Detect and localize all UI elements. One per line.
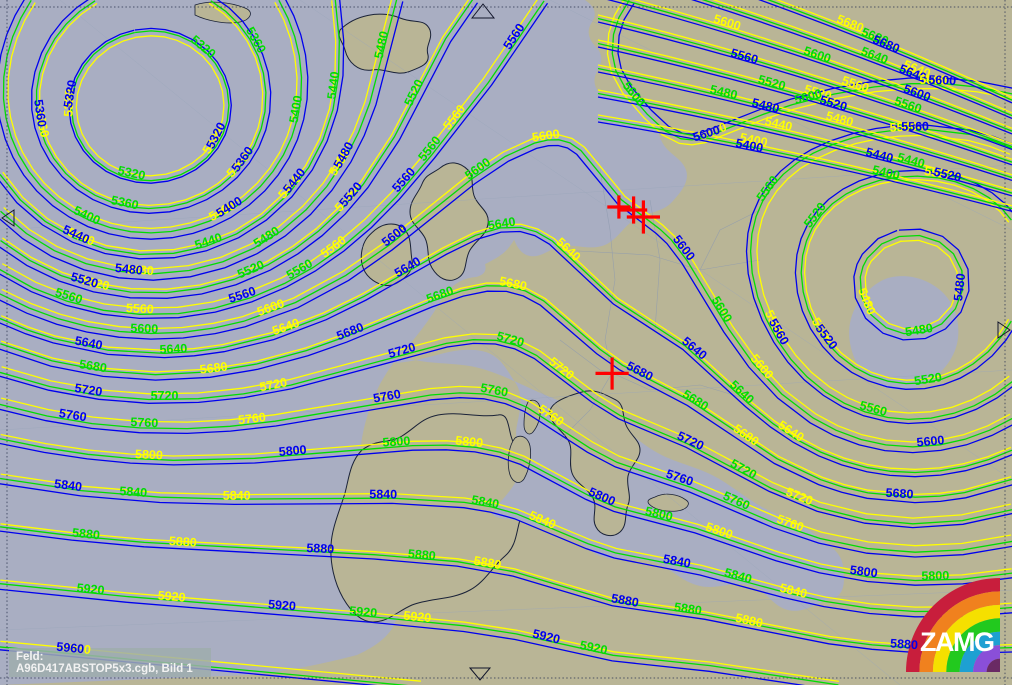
svg-text:5920: 5920 <box>349 604 378 620</box>
svg-text:5840: 5840 <box>119 484 148 500</box>
svg-text:5680: 5680 <box>885 486 914 502</box>
svg-text:5800: 5800 <box>382 434 411 450</box>
svg-text:5640: 5640 <box>159 341 187 356</box>
svg-text:5760: 5760 <box>130 415 158 430</box>
svg-text:5920: 5920 <box>403 609 432 626</box>
svg-text:Feld:: Feld: <box>16 651 43 663</box>
svg-text:5800: 5800 <box>921 569 949 583</box>
svg-text:5800: 5800 <box>455 433 484 450</box>
svg-text:5920: 5920 <box>268 597 297 613</box>
svg-text:5720: 5720 <box>151 389 179 403</box>
svg-text:5560: 5560 <box>126 301 154 316</box>
svg-text:5920: 5920 <box>76 581 105 598</box>
svg-text:5840: 5840 <box>369 487 397 501</box>
svg-text:5880: 5880 <box>306 541 334 556</box>
svg-text:5880: 5880 <box>71 526 100 543</box>
svg-text:5560: 5560 <box>901 119 929 133</box>
svg-text:ZAMG: ZAMG <box>920 627 994 657</box>
svg-text:5920: 5920 <box>157 588 186 604</box>
svg-text:5800: 5800 <box>278 443 307 459</box>
svg-text:A96D417ABSTOP5x3.cgb, Bild 1: A96D417ABSTOP5x3.cgb, Bild 1 <box>16 663 193 675</box>
svg-text:5600: 5600 <box>928 73 956 88</box>
svg-text:5800: 5800 <box>135 447 163 462</box>
svg-text:5600: 5600 <box>130 321 158 336</box>
svg-text:5880: 5880 <box>890 636 919 652</box>
svg-text:5600: 5600 <box>916 433 945 450</box>
svg-text:5480: 5480 <box>114 261 143 278</box>
svg-text:5840: 5840 <box>223 489 251 503</box>
svg-text:5960: 5960 <box>56 640 85 657</box>
svg-text:5880: 5880 <box>169 534 198 550</box>
svg-text:5880: 5880 <box>407 547 436 563</box>
